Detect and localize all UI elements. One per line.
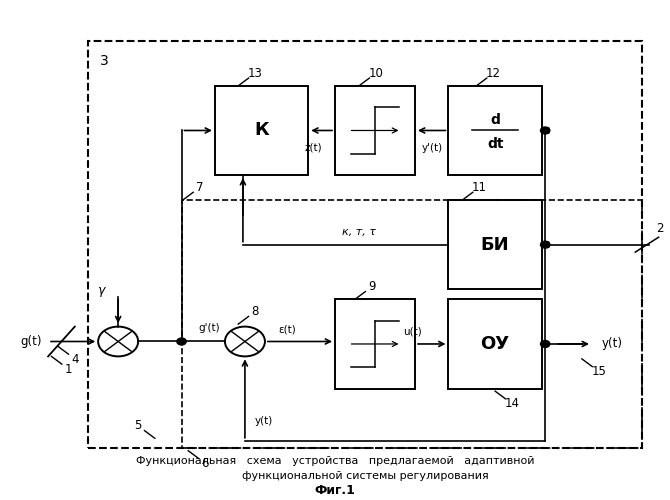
- Text: y'(t): y'(t): [421, 143, 443, 153]
- Text: 15: 15: [592, 365, 606, 378]
- Text: γ: γ: [97, 284, 105, 297]
- Text: 14: 14: [505, 398, 520, 410]
- Text: 8: 8: [251, 305, 259, 318]
- Text: 5: 5: [134, 419, 141, 432]
- Bar: [215, 86, 308, 175]
- Text: 10: 10: [369, 66, 383, 80]
- Circle shape: [177, 338, 186, 345]
- Text: 6: 6: [202, 457, 209, 470]
- Text: z(t): z(t): [304, 143, 322, 153]
- Text: функциональной системы регулирования: функциональной системы регулирования: [242, 470, 488, 480]
- Bar: [88, 41, 642, 448]
- Text: 7: 7: [196, 181, 204, 194]
- Circle shape: [541, 340, 550, 347]
- Text: 3: 3: [100, 54, 109, 68]
- Circle shape: [541, 127, 550, 134]
- Text: БИ: БИ: [481, 236, 509, 254]
- Text: g(t): g(t): [20, 335, 42, 348]
- Bar: [448, 300, 542, 388]
- Text: Фиг.1: Фиг.1: [314, 484, 356, 497]
- Text: 9: 9: [369, 280, 376, 293]
- Text: 1: 1: [65, 362, 72, 376]
- Circle shape: [541, 241, 550, 248]
- Bar: [182, 200, 642, 448]
- Text: dt: dt: [487, 137, 503, 151]
- Bar: [335, 86, 415, 175]
- Text: К: К: [255, 122, 269, 140]
- Text: ОУ: ОУ: [480, 335, 510, 353]
- Bar: [335, 300, 415, 388]
- Text: ε(t): ε(t): [278, 324, 296, 334]
- Bar: [448, 200, 542, 290]
- Text: Функциональная   схема   устройства   предлагаемой   адаптивной: Функциональная схема устройства предлага…: [136, 456, 534, 466]
- Bar: [448, 86, 542, 175]
- Text: 12: 12: [486, 66, 501, 80]
- Text: 11: 11: [472, 181, 487, 194]
- Text: к, т, τ: к, т, τ: [342, 227, 376, 237]
- Text: y(t): y(t): [255, 416, 273, 426]
- Text: 13: 13: [248, 66, 263, 80]
- Text: u(t): u(t): [403, 326, 421, 336]
- Text: y(t): y(t): [602, 338, 623, 350]
- Text: 4: 4: [71, 352, 79, 366]
- Text: 2: 2: [657, 222, 664, 234]
- Text: d: d: [490, 113, 500, 127]
- Text: g'(t): g'(t): [198, 322, 220, 332]
